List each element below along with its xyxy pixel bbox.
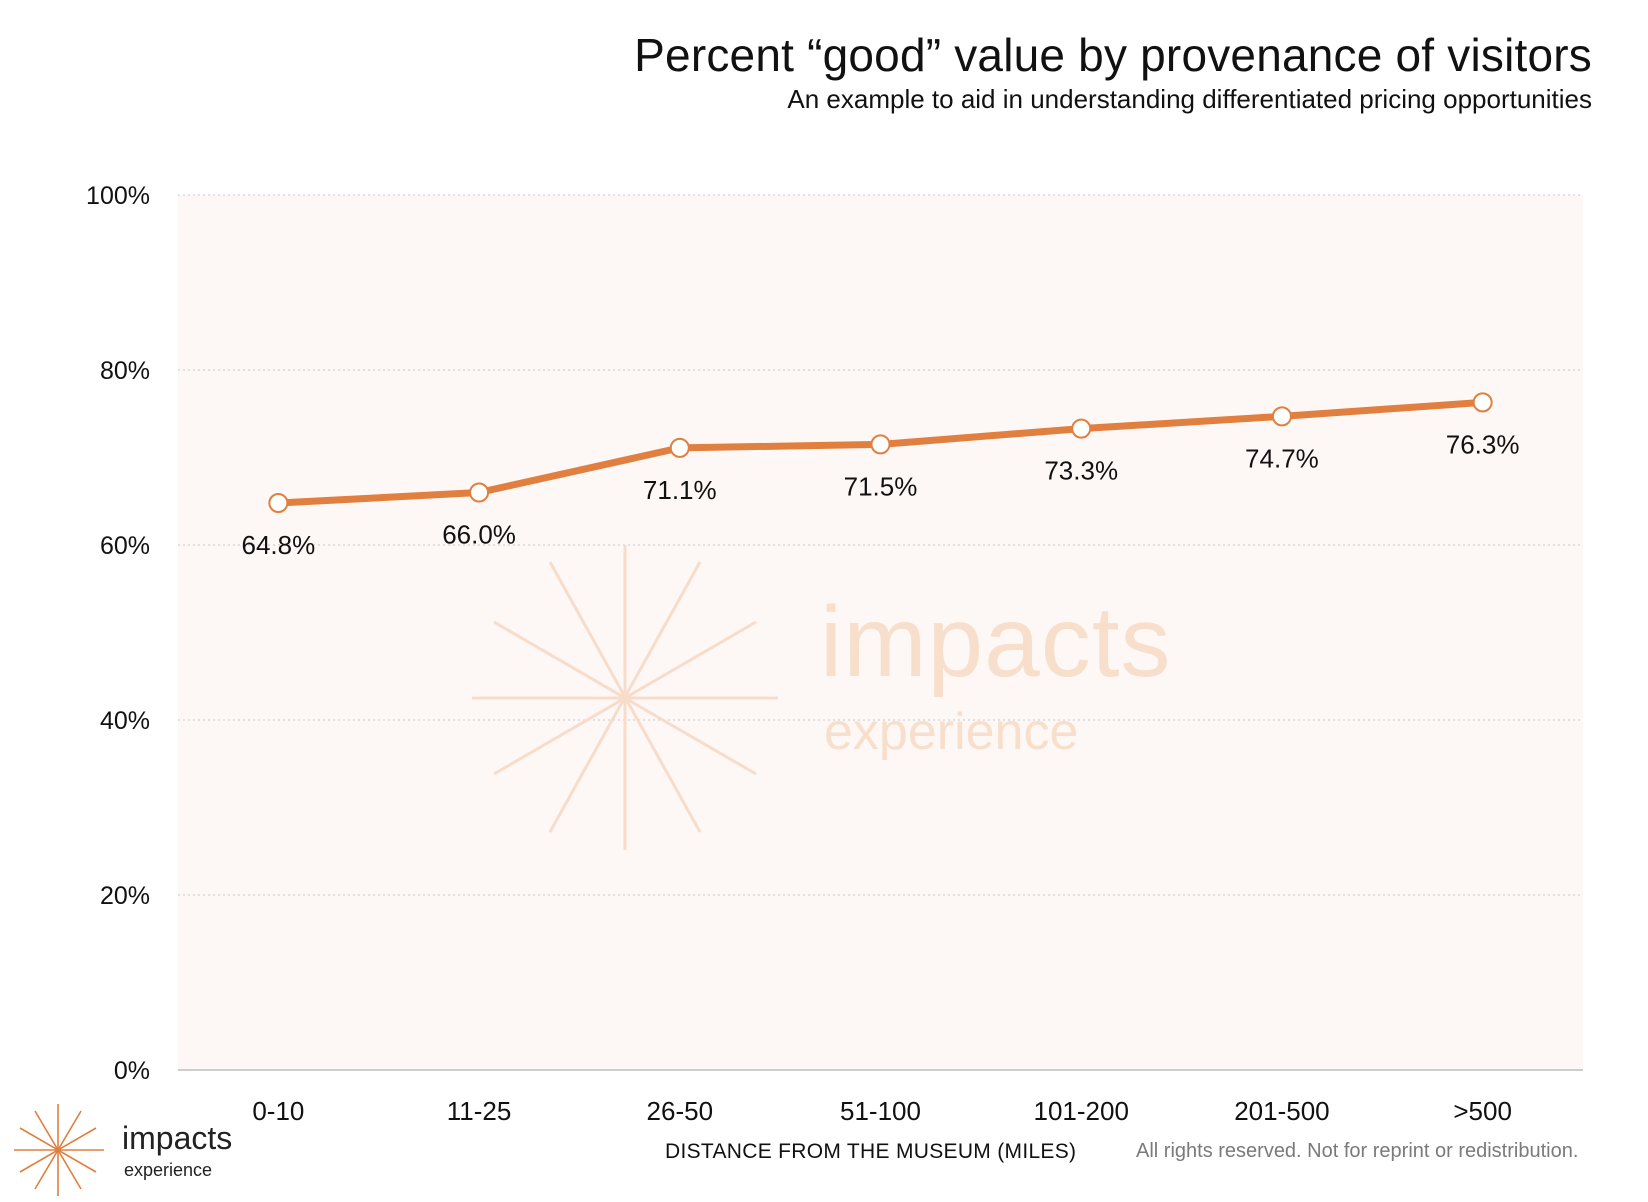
logo: impacts experience: [14, 1100, 244, 1200]
copyright-note: All rights reserved. Not for reprint or …: [1136, 1140, 1579, 1162]
data-point: [1071, 418, 1092, 439]
data-label: 71.1%: [643, 475, 717, 505]
plot-background: [178, 195, 1583, 1070]
logo-subword: experience: [124, 1160, 213, 1180]
data-point: [669, 437, 690, 458]
data-point: [1472, 392, 1493, 413]
chart-subtitle: An example to aid in understanding diffe…: [787, 84, 1592, 114]
logo-word: impacts: [122, 1120, 233, 1156]
x-tick-label: 201-500: [1234, 1096, 1329, 1126]
x-tick-label: 26-50: [647, 1096, 714, 1126]
y-tick-label: 60%: [100, 532, 150, 560]
y-tick-label: 40%: [100, 707, 150, 735]
x-tick-label: 0-10: [252, 1096, 304, 1126]
y-tick-label: 100%: [86, 182, 150, 210]
data-point: [268, 493, 289, 513]
starburst-icon: [14, 1104, 104, 1196]
data-point: [870, 434, 891, 455]
data-point: [469, 482, 490, 503]
x-tick-label: 51-100: [840, 1096, 921, 1126]
data-label: 66.0%: [442, 520, 516, 550]
data-label: 71.5%: [844, 471, 918, 501]
y-tick-label: 20%: [100, 882, 150, 910]
data-label: 73.3%: [1044, 456, 1118, 486]
x-tick-label: 11-25: [447, 1096, 512, 1126]
x-axis-label: DISTANCE FROM THE MUSEUM (MILES): [665, 1140, 1077, 1163]
x-tick-label: 101-200: [1034, 1096, 1129, 1126]
data-point: [1271, 406, 1292, 427]
y-tick-label: 80%: [100, 357, 150, 385]
data-label: 64.8%: [241, 530, 315, 560]
y-tick-label: 0%: [114, 1057, 150, 1085]
x-tick-label: >500: [1453, 1096, 1512, 1126]
chart-title: Percent “good” value by provenance of vi…: [634, 29, 1592, 81]
data-label: 74.7%: [1245, 443, 1319, 473]
data-label: 76.3%: [1446, 429, 1520, 459]
